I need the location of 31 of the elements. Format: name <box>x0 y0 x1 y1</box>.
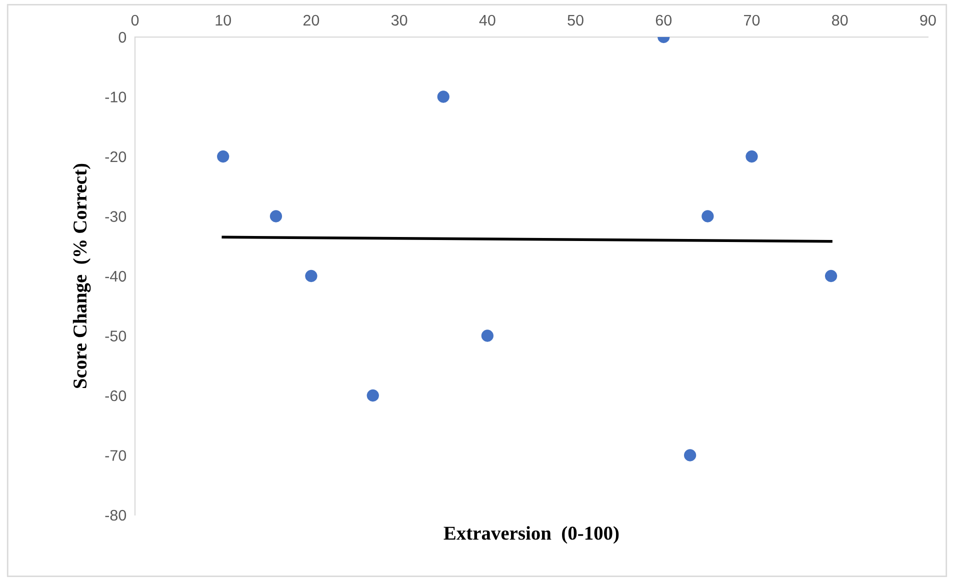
point <box>702 210 714 222</box>
x-tick-label: 20 <box>303 14 320 26</box>
y-tick-label: -40 <box>105 270 126 282</box>
y-tick-label: -50 <box>105 330 126 342</box>
point <box>437 90 450 103</box>
x-tick-label: 80 <box>832 14 848 26</box>
point <box>270 210 282 222</box>
point <box>217 150 230 163</box>
x-tick-label: 60 <box>656 14 672 26</box>
x-tick-label: 10 <box>216 14 231 26</box>
x-tick-label: 40 <box>479 14 496 26</box>
y-tick-label: -70 <box>105 450 126 461</box>
point <box>366 389 379 402</box>
y-axis-title: Score Change (% Correct) <box>72 164 91 388</box>
point <box>481 330 494 342</box>
y-tick-label: -30 <box>105 211 126 222</box>
x-axis-title: Extraversion (0-100) <box>444 526 619 544</box>
y-tick-label: 0 <box>118 32 126 43</box>
point <box>684 449 696 462</box>
x-tick-label: 0 <box>131 14 139 26</box>
y-tick-label: -80 <box>105 510 126 521</box>
x-tick-label: 90 <box>920 14 936 26</box>
x-tick-label: 50 <box>568 14 584 26</box>
point <box>305 270 318 282</box>
x-tick-label: 30 <box>391 14 408 26</box>
y-tick-label: -20 <box>105 151 126 162</box>
y-tick-label: -60 <box>105 390 126 402</box>
y-tick-label: -10 <box>105 92 126 102</box>
x-tick-label: 70 <box>744 14 760 26</box>
point <box>746 150 758 163</box>
point <box>824 270 838 282</box>
